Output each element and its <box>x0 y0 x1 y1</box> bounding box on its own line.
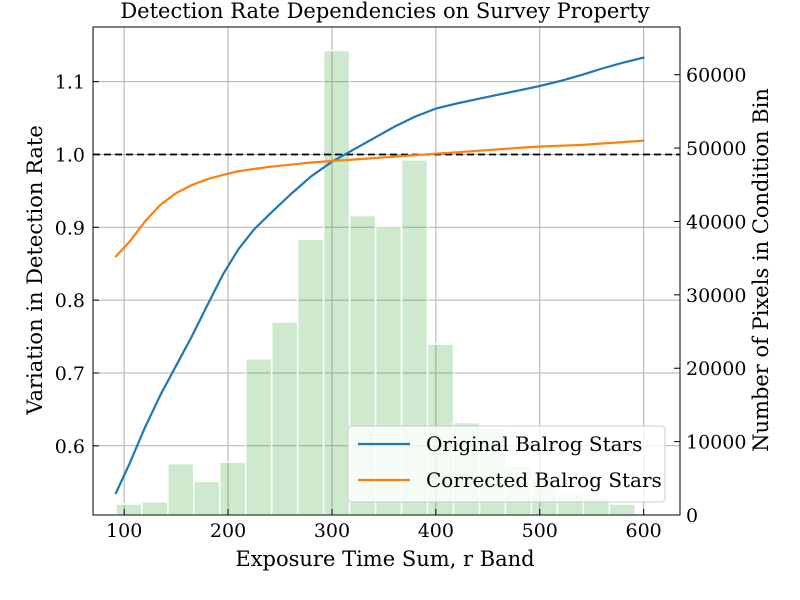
histogram-bar <box>296 238 325 516</box>
histogram-bar <box>244 357 273 516</box>
legend: Original Balrog Stars Corrected Balrog S… <box>347 425 666 503</box>
y-tick-label: 0.8 <box>55 290 85 312</box>
y2-axis-ticks: 0 10000 20000 30000 40000 50000 60000 <box>674 65 746 527</box>
y-axis-ticks: 0.6 0.7 0.8 0.9 1.0 1.1 <box>55 72 99 458</box>
histogram-bar <box>219 461 247 516</box>
histogram-bar <box>322 49 351 516</box>
x-tick-label: 200 <box>210 520 246 542</box>
x-tick-label: 100 <box>106 520 142 542</box>
plot-frame <box>92 26 681 516</box>
histogram-bar <box>270 321 299 516</box>
y-tick-label: 1.0 <box>55 144 85 166</box>
x-tick-label: 400 <box>418 520 454 542</box>
histogram-bar <box>608 503 637 516</box>
histogram-bar <box>115 503 143 516</box>
x-tick-label: 300 <box>314 520 350 542</box>
histogram-bar <box>167 462 195 516</box>
y2-tick-label: 20000 <box>686 358 746 380</box>
y2-tick-label: 50000 <box>686 138 746 160</box>
x-tick-label: 600 <box>626 520 662 542</box>
x-axis-ticks: 100 200 300 400 500 600 <box>106 509 662 542</box>
y2-axis-label: Number of Pixels in Condition Bin <box>749 88 773 452</box>
y-tick-label: 1.1 <box>55 72 85 94</box>
y2-tick-label: 30000 <box>686 285 746 307</box>
y-tick-label: 0.9 <box>55 217 85 239</box>
chart-title: Detection Rate Dependencies on Survey Pr… <box>120 0 649 23</box>
grid <box>93 27 680 515</box>
y2-tick-label: 60000 <box>686 65 746 87</box>
y2-tick-label: 40000 <box>686 211 746 233</box>
y-tick-label: 0.7 <box>55 363 85 385</box>
legend-label-original: Original Balrog Stars <box>426 432 642 456</box>
legend-label-corrected: Corrected Balrog Stars <box>426 468 662 492</box>
y-axis-label: Variation in Detection Rate <box>23 125 47 416</box>
series-lines <box>114 56 645 495</box>
histogram-bar <box>141 501 169 516</box>
series-line-corrected <box>114 139 645 258</box>
series-line-original <box>114 56 645 495</box>
histogram-bar <box>193 480 221 516</box>
x-tick-label: 500 <box>522 520 558 542</box>
y2-tick-label: 10000 <box>686 432 746 454</box>
y2-tick-label: 0 <box>686 505 698 527</box>
y-tick-label: 0.6 <box>55 436 85 458</box>
legend-box <box>347 425 666 503</box>
x-axis-label: Exposure Time Sum, r Band <box>235 547 534 571</box>
